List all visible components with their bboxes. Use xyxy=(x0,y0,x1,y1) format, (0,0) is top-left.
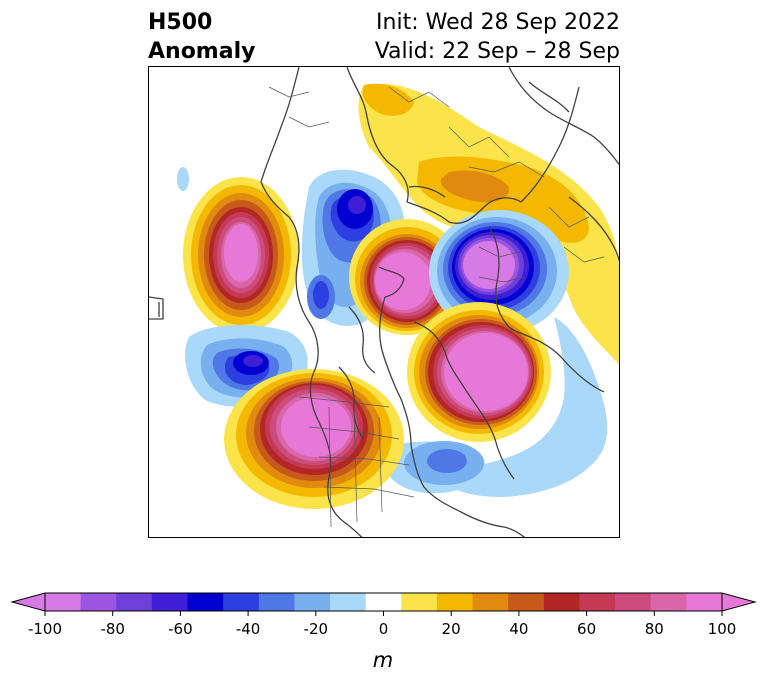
anomaly-center-north-atlantic xyxy=(407,302,551,442)
colorbar-box xyxy=(45,593,82,611)
title-field-type: Anomaly xyxy=(148,39,256,64)
colorbar-extend-max xyxy=(721,592,757,612)
colorbar-tick-label: -60 xyxy=(168,620,193,638)
colorbar-box xyxy=(330,593,367,611)
anomaly-center-eastern-us xyxy=(384,441,485,494)
colorbar-tick-label: -80 xyxy=(100,620,125,638)
colorbar-tick-label: 40 xyxy=(509,620,528,638)
colorbar-box xyxy=(401,593,438,611)
colorbar-tick-label: 0 xyxy=(379,620,389,638)
anomaly-center-gulf-of-alaska xyxy=(183,177,299,333)
colorbar-box xyxy=(187,593,224,611)
map-panel xyxy=(148,66,620,538)
anomaly-center-western-us xyxy=(224,369,404,509)
init-time-label: Init: Wed 28 Sep 2022 xyxy=(376,10,620,35)
colorbar-tick-label: -20 xyxy=(304,620,329,638)
colorbar-box xyxy=(508,593,545,611)
colorbar-box xyxy=(615,593,652,611)
colorbar-box xyxy=(223,593,260,611)
colorbar-box xyxy=(116,593,153,611)
colorbar-box xyxy=(436,593,474,611)
colorbar-box xyxy=(80,593,117,611)
colorbar-ticks: -100 -80 -60 -40 -20 0 20 40 60 80 100 xyxy=(28,611,736,638)
colorbar-box xyxy=(579,593,616,611)
colorbar-box xyxy=(151,593,189,611)
colorbar-tick-label: 100 xyxy=(708,620,737,638)
title-left: H500 Anomaly xyxy=(148,8,255,66)
colorbar-box xyxy=(258,593,295,611)
anomaly-negative-atlantic-band xyxy=(419,317,608,497)
anomaly-map xyxy=(149,67,619,537)
colorbar-extend-min xyxy=(10,592,46,612)
colorbar: -100 -80 -60 -40 -20 0 20 40 60 80 100 m xyxy=(10,592,757,672)
colorbar-units-label: m xyxy=(373,648,393,672)
anomaly-center-central-russia xyxy=(259,284,299,320)
colorbar-tick-label: 80 xyxy=(645,620,664,638)
colorbar-box xyxy=(686,593,723,611)
valid-period-label: Valid: 22 Sep – 28 Sep xyxy=(374,39,620,64)
colorbar-box xyxy=(294,593,331,611)
title-variable: H500 xyxy=(148,10,213,35)
colorbar-box xyxy=(365,593,402,611)
colorbar-box xyxy=(472,593,509,611)
colorbar-box xyxy=(543,593,580,611)
colorbar-tick-label: -40 xyxy=(236,620,261,638)
colorbar-tick-label: 60 xyxy=(577,620,596,638)
anomaly-center-central-asia xyxy=(429,210,569,334)
title-right: Init: Wed 28 Sep 2022 Valid: 22 Sep – 28… xyxy=(375,8,620,66)
colorbar-boxes xyxy=(45,593,723,611)
coastlines xyxy=(149,67,619,537)
colorbar-tick-label: -100 xyxy=(28,620,62,638)
colorbar-tick-label: 20 xyxy=(442,620,461,638)
country-borders xyxy=(268,86,605,528)
colorbar-box xyxy=(650,593,687,611)
